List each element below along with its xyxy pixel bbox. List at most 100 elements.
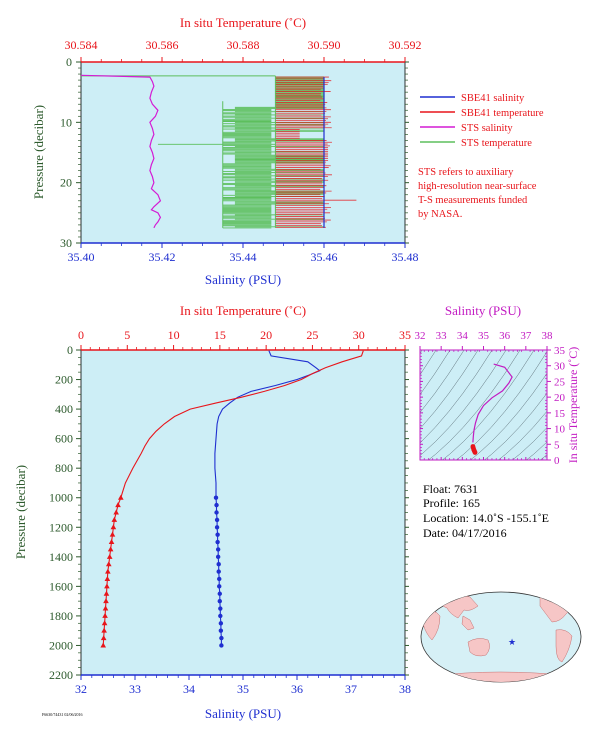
near-surface-legend: SBE41 salinity SBE41 temperature STS sal… bbox=[420, 93, 544, 149]
sts-note-line-4: by NASA. bbox=[418, 209, 462, 220]
main-pressure-tick-label: 400 bbox=[55, 402, 73, 416]
full-profile-lines bbox=[100, 350, 364, 648]
main-sal-tick-label: 36 bbox=[291, 682, 303, 696]
ts-density-contour bbox=[484, 392, 547, 460]
location-map: ★ bbox=[420, 591, 582, 683]
deep-temperature-marker bbox=[103, 590, 110, 596]
main-pressure-tick-label: 800 bbox=[55, 461, 73, 475]
deep-salinity-marker bbox=[216, 562, 221, 567]
deep-temperature-marker bbox=[113, 509, 119, 515]
main-sal-tick-label: 34 bbox=[183, 682, 195, 696]
legend-label-sbe41-salinity: SBE41 salinity bbox=[461, 93, 525, 104]
main-pressure-tick-label: 0 bbox=[67, 343, 73, 357]
deep-salinity-marker bbox=[216, 569, 221, 574]
ts-density-contour bbox=[498, 410, 547, 460]
top-pressure-tick-label: 10 bbox=[60, 115, 72, 129]
main-pressure-tick-label: 200 bbox=[55, 373, 73, 387]
ts-density-contour bbox=[456, 351, 547, 460]
deep-salinity-marker bbox=[214, 502, 219, 508]
legend-label-sts-temperature: STS temperature bbox=[461, 138, 532, 149]
float-location-marker-icon: ★ bbox=[508, 638, 516, 648]
ts-temp-tick-label: 5 bbox=[554, 439, 560, 451]
main-temp-tick-label: 15 bbox=[214, 328, 226, 342]
ts-temp-tick-label: 25 bbox=[554, 376, 566, 388]
map-land-australia bbox=[467, 638, 490, 657]
ts-temp-tick-label: 15 bbox=[554, 408, 566, 420]
ts-density-contour bbox=[428, 350, 521, 460]
ts-density-contour bbox=[420, 350, 451, 395]
deep-salinity-marker bbox=[215, 532, 220, 537]
deep-salinity-marker bbox=[214, 525, 220, 530]
top-pressure-tick-label: 0 bbox=[66, 55, 72, 69]
float-info: Float: 7631 Profile: 165 Location: 14.0˚… bbox=[423, 482, 549, 540]
ts-density-contours bbox=[420, 330, 601, 465]
main-pressure-tick-label: 1000 bbox=[49, 491, 73, 505]
near-surface-bottom-axis-title: Salinity (PSU) bbox=[205, 272, 281, 287]
deep-salinity-marker bbox=[214, 510, 219, 515]
ts-sal-tick-label: 34 bbox=[457, 330, 469, 342]
ts-temp-tick-label: 35 bbox=[554, 345, 566, 357]
deep-temperature-marker bbox=[108, 539, 115, 545]
deep-temperature-marker bbox=[101, 620, 108, 626]
near-surface-left-axis-title: Pressure (decibar) bbox=[31, 105, 46, 199]
deep-temperature-marker bbox=[104, 583, 110, 589]
deep-temperature-marker bbox=[100, 635, 107, 641]
profile-line-temperature bbox=[120, 350, 364, 498]
main-pressure-tick-label: 1200 bbox=[49, 520, 73, 534]
top-sal-tick-label: 35.40 bbox=[68, 250, 95, 264]
main-pressure-tick-label: 1400 bbox=[49, 550, 73, 564]
ts-deep-point bbox=[472, 450, 478, 455]
info-location: Location: 14.0˚S -155.1˚E bbox=[423, 511, 549, 525]
deep-salinity-marker bbox=[213, 495, 219, 500]
main-temp-tick-label: 5 bbox=[124, 328, 130, 342]
main-temp-tick-label: 10 bbox=[168, 328, 180, 342]
sts-note-line-3: T-S measurements funded bbox=[418, 195, 528, 206]
legend-label-sbe41-temperature: SBE41 temperature bbox=[461, 108, 544, 119]
top-temp-tick-label: 30.588 bbox=[227, 38, 260, 52]
full-profile-panel: 0 5 10 15 20 25 30 35 32 33 34 35 36 37 38 0 200 400 600 80… bbox=[13, 303, 411, 721]
ts-right-axis-title: In situ Temperature (˚C) bbox=[566, 347, 580, 464]
main-temp-tick-label: 25 bbox=[306, 328, 318, 342]
main-temp-tick-label: 0 bbox=[78, 328, 84, 342]
ts-density-contour bbox=[590, 330, 601, 465]
top-temp-tick-label: 30.586 bbox=[146, 38, 179, 52]
deep-temperature-marker bbox=[102, 605, 109, 611]
ts-sal-tick-label: 32 bbox=[415, 330, 426, 342]
main-temp-tick-label: 20 bbox=[260, 328, 272, 342]
main-pressure-tick-label: 1600 bbox=[49, 579, 73, 593]
top-temp-tick-label: 30.590 bbox=[308, 38, 341, 52]
deep-temperature-marker bbox=[111, 516, 118, 522]
ts-density-contour bbox=[420, 350, 479, 429]
deep-salinity-marker bbox=[214, 517, 220, 523]
main-temp-tick-label: 35 bbox=[399, 328, 411, 342]
main-sal-tick-label: 33 bbox=[129, 682, 141, 696]
top-sal-tick-label: 35.44 bbox=[230, 250, 257, 264]
full-profile-left-axis-title: Pressure (decibar) bbox=[13, 465, 28, 559]
ts-diagram-panel: 32 33 34 35 36 37 38 0 5 10 15 20 25 30 35 Salinity (P… bbox=[415, 303, 601, 467]
deep-temperature-marker bbox=[105, 568, 111, 574]
near-surface-lines bbox=[81, 74, 325, 229]
main-sal-tick-label: 32 bbox=[75, 682, 87, 696]
ts-density-contour bbox=[420, 350, 507, 456]
ts-temp-tick-label: 20 bbox=[554, 392, 566, 404]
full-profile-ticks: 0 5 10 15 20 25 30 35 32 33 34 35 36 37 38 0 200 400 600 80… bbox=[49, 328, 411, 696]
info-float: Float: 7631 bbox=[423, 482, 478, 496]
top-temp-tick-label: 30.592 bbox=[389, 38, 422, 52]
ts-sal-tick-label: 35 bbox=[478, 330, 490, 342]
ts-sal-tick-label: 33 bbox=[436, 330, 448, 342]
footer-tiny-text: F6630/74431 02/06/2016 bbox=[42, 712, 83, 717]
profile-line-salinity bbox=[214, 350, 321, 498]
deep-temperature-marker bbox=[102, 612, 108, 618]
ts-temp-tick-label: 30 bbox=[554, 361, 566, 373]
ts-density-contour bbox=[420, 350, 437, 376]
near-surface-bands bbox=[81, 75, 357, 229]
deep-temperature-marker bbox=[107, 546, 114, 552]
deep-salinity-marker bbox=[215, 539, 220, 545]
top-sal-tick-label: 35.48 bbox=[392, 250, 419, 264]
deep-temperature-marker bbox=[104, 575, 111, 581]
deep-salinity-marker bbox=[218, 621, 224, 626]
map-land-south-america bbox=[555, 629, 573, 663]
ts-density-contour bbox=[420, 350, 493, 444]
near-surface-top-axis-title: In situ Temperature (˚C) bbox=[180, 15, 306, 30]
info-date: Date: 04/17/2016 bbox=[423, 526, 507, 540]
